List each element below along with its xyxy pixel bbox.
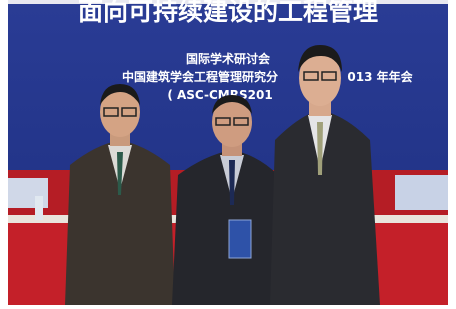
badge [229,220,251,258]
banner-title: 面向可持续建设的工程管理 [78,0,378,26]
page: {"banner": {"title": "面向可持续建设的工程管理", "li… [0,0,456,309]
banner-line: 国际学术研讨会 [186,51,271,66]
banner-line: 中国建筑学会工程管理研究分 [122,69,278,84]
scene: 面向可持续建设的工程管理 国际学术研讨会 中国建筑学会工程管理研究分 013 年… [8,0,448,305]
bottle [35,196,43,220]
seat-back [395,175,448,210]
photo: 面向可持续建设的工程管理 国际学术研讨会 中国建筑学会工程管理研究分 013 年… [0,0,456,309]
banner-line: 013 年年会 [347,69,413,84]
